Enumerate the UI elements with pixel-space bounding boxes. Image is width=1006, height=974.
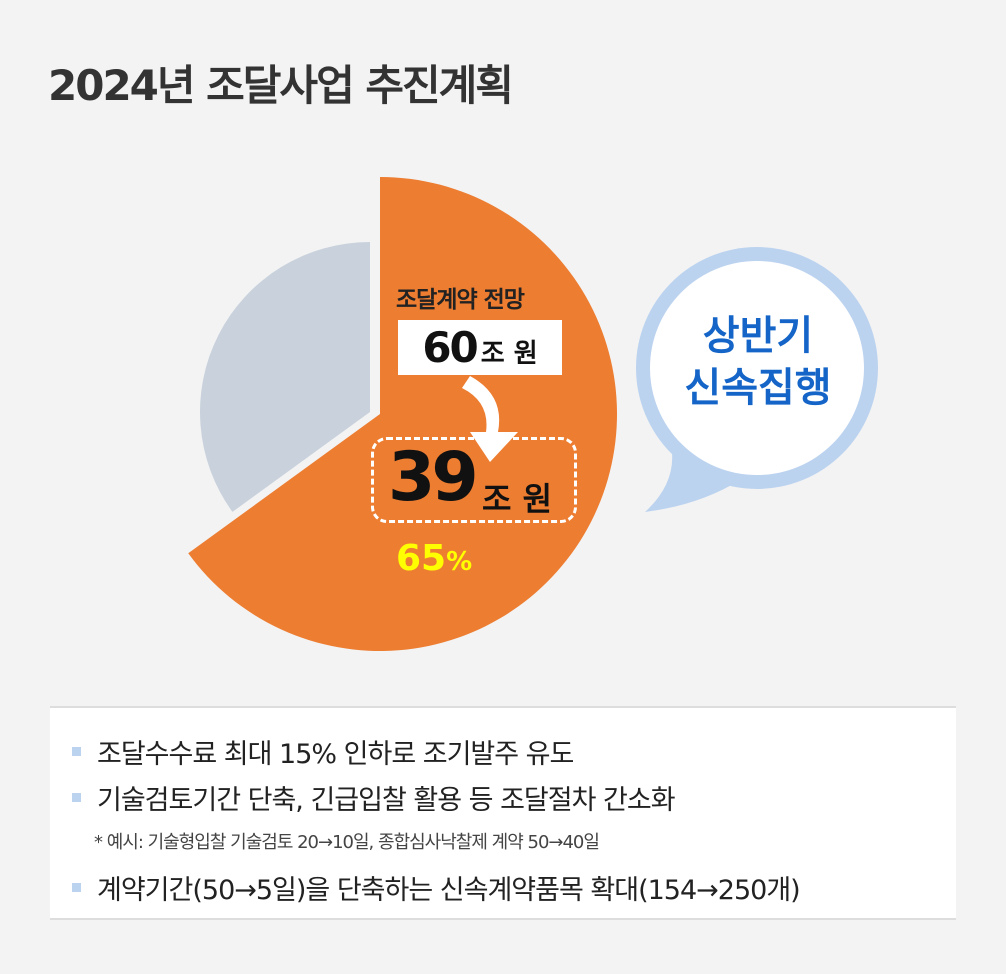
note-text: 조달수수료 최대 15% 인하로 조기발주 유도 — [97, 739, 574, 770]
bullet-icon — [72, 793, 81, 802]
highlight-value: 39 — [388, 438, 479, 517]
highlight-percent: 65% — [396, 538, 472, 579]
total-value-box: 60 조 원 — [398, 320, 562, 375]
total-unit: 조 원 — [480, 339, 538, 369]
bubble-line-1: 상반기 — [702, 313, 814, 359]
note-item: 조달수수료 최대 15% 인하로 조기발주 유도 — [72, 732, 574, 771]
pie-chart — [188, 177, 878, 652]
percent-sign: % — [446, 547, 473, 577]
note-text: 계약기간(50→5일)을 단축하는 신속계약품목 확대(154→250개) — [97, 875, 801, 906]
speech-bubble-tail — [645, 440, 740, 512]
page-title: 2024년 조달사업 추진계획 — [48, 61, 514, 110]
highlight-unit: 조 원 — [482, 480, 553, 518]
total-label: 조달계약 전망 — [396, 287, 525, 313]
note-text: 기술검토기간 단축, 긴급입찰 활용 등 조달절차 간소화 — [97, 785, 676, 816]
speech-bubble — [650, 261, 864, 475]
highlight-box — [371, 437, 577, 523]
note-item: 기술검토기간 단축, 긴급입찰 활용 등 조달절차 간소화 — [72, 778, 676, 817]
note-item: 계약기간(50→5일)을 단축하는 신속계약품목 확대(154→250개) — [72, 868, 801, 907]
bullet-icon — [72, 883, 81, 892]
pie-slice-remaining — [200, 242, 370, 512]
note-example: * 예시: 기술형입찰 기술검토 20→10일, 종합심사낙찰제 계약 50→4… — [94, 832, 600, 853]
bubble-text: 상반기 신속집행 — [640, 310, 876, 414]
bubble-line-2: 신속집행 — [684, 365, 832, 411]
notes-panel: 조달수수료 최대 15% 인하로 조기발주 유도 기술검토기간 단축, 긴급입찰… — [50, 706, 956, 920]
arrow-icon — [462, 376, 518, 462]
bullet-icon — [72, 747, 81, 756]
total-value: 60 — [422, 323, 478, 372]
pie-slice-contracted — [188, 177, 617, 652]
percent-value: 65 — [396, 538, 447, 579]
